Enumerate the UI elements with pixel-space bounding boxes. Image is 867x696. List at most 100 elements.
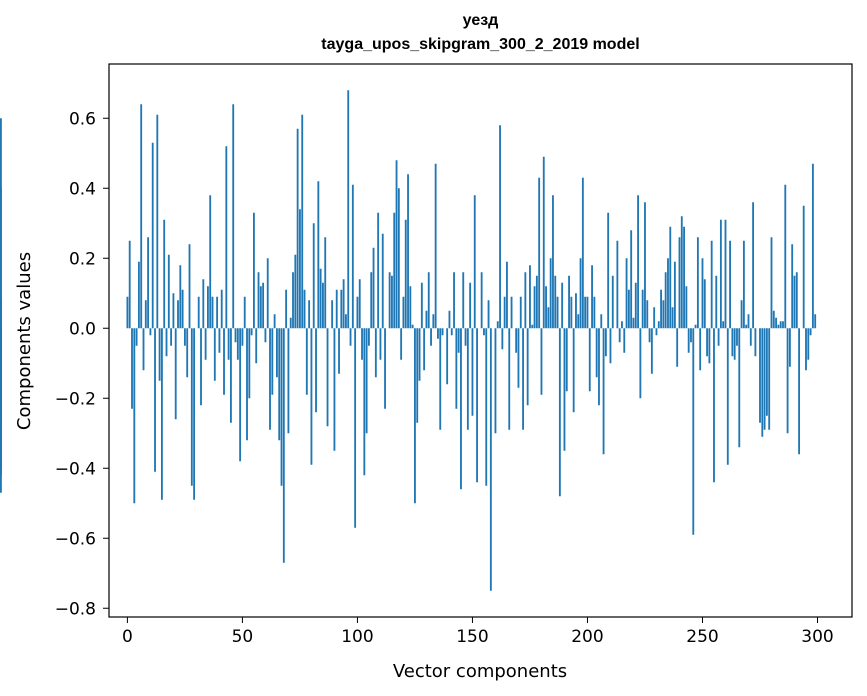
bar-103 [363,328,366,476]
bar-48 [236,328,239,360]
chart-subtitle: tayga_upos_skipgram_300_2_2019 model [321,36,640,53]
bar-49 [239,328,242,462]
bar-162 [499,125,501,329]
bar-160 [494,328,497,434]
bar-34 [204,328,207,360]
bar-148 [466,328,469,430]
bar-105 [368,328,370,346]
bar-75 [299,209,301,329]
bar-66 [278,328,281,441]
bar-110 [379,328,382,360]
bar-275 [759,328,761,423]
bar-172 [522,328,524,430]
bar-64 [273,314,276,329]
x-axis: 0 50 100 150 200 250 300 [122,617,834,647]
bar-247 [694,324,697,329]
bar-112 [384,328,386,409]
bar-264 [733,328,736,360]
bar-226 [646,300,649,329]
bar-42 [223,328,225,395]
bar-155 [483,328,485,336]
bar-2 [131,328,133,409]
y-axis-label: Components values [14,252,35,430]
y-tick-label-5: 0.2 [69,249,96,269]
bar-59 [262,282,265,329]
bar-244 [687,328,690,353]
bar-26 [186,328,189,378]
bar-83 [317,181,320,329]
bar-82 [315,328,317,413]
bar-11 [151,142,154,329]
bar-37 [211,296,214,329]
bar-143 [455,328,458,409]
bar-129 [423,328,426,371]
x-axis-label: Vector components [393,661,567,682]
bar-16 [163,219,166,329]
bar-74 [296,128,299,329]
bar-269 [745,324,748,329]
bar-243 [685,286,688,329]
bar-161 [496,321,499,329]
y-tick-label-7: 0.6 [69,109,96,129]
bar-43 [225,146,228,329]
bar-245 [690,328,692,343]
bar-259 [722,321,725,329]
bar-271 [749,328,752,346]
bar-81 [312,223,315,329]
bar-120 [402,296,405,329]
bar-241 [680,216,683,329]
bar-70 [287,328,290,434]
bar-12 [154,328,156,472]
bar-186 [554,275,557,329]
bar-282 [775,317,778,329]
bar-84 [319,268,322,329]
bar-190 [563,328,566,451]
bar-131 [427,272,430,329]
bar-180 [540,328,543,395]
bar-92 [338,328,340,374]
bar-287 [786,328,789,434]
bar-165 [506,261,508,329]
y-tick-label-2: −0.4 [55,459,96,479]
bar-215 [621,321,623,329]
bar-206 [600,314,603,329]
bar-288 [788,328,791,367]
bar-211 [611,275,614,329]
bar-102 [361,328,363,360]
bar-104 [365,328,368,434]
bar-0 [126,296,129,329]
bar-122 [407,174,409,329]
bar-91 [335,289,338,329]
bar-297 [809,328,812,336]
bar-15 [160,328,163,500]
bar-193 [570,296,573,329]
bar-281 [772,310,775,329]
bar-128 [420,282,423,329]
bar-252 [706,328,708,357]
bar-147 [464,328,467,346]
bar-233 [662,300,665,329]
bar-140 [448,310,451,329]
bar-89 [331,300,334,329]
bar-185 [552,195,554,329]
bar-5 [137,261,140,329]
bar-176 [531,324,534,329]
bar-1 [128,240,131,329]
bar-257 [717,328,720,346]
bar-51 [243,296,246,329]
bar-95 [345,314,347,329]
bar-157 [487,300,490,329]
bar-198 [581,177,584,329]
bar-61 [266,258,269,329]
bar-132 [430,328,432,346]
bar-298 [811,163,814,329]
bar-41 [220,289,223,329]
x-tick-label-300: 300 [801,627,833,647]
bar-235 [667,258,669,329]
bar-98 [351,184,354,329]
bar-119 [400,328,403,360]
bar-18 [167,254,170,329]
bar-204 [595,328,598,378]
bar-181 [542,156,545,329]
bar-90 [333,328,336,451]
